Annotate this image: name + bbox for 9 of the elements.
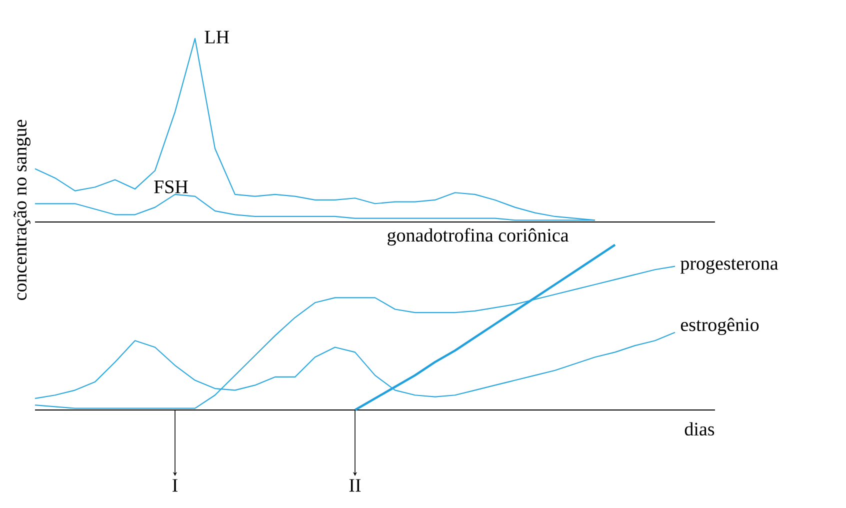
text: II bbox=[349, 479, 361, 492]
series-label: LH bbox=[204, 30, 229, 44]
series-label: FSH bbox=[154, 180, 188, 194]
series-label: progesterona bbox=[680, 258, 778, 274]
series-label: estrogênio bbox=[680, 318, 759, 336]
y-axis-title: concentração no sangue bbox=[14, 120, 30, 300]
x-axis-title: dias bbox=[684, 422, 714, 436]
series-label: gonadotrofina coriônica bbox=[388, 228, 569, 246]
text: I bbox=[172, 479, 178, 492]
